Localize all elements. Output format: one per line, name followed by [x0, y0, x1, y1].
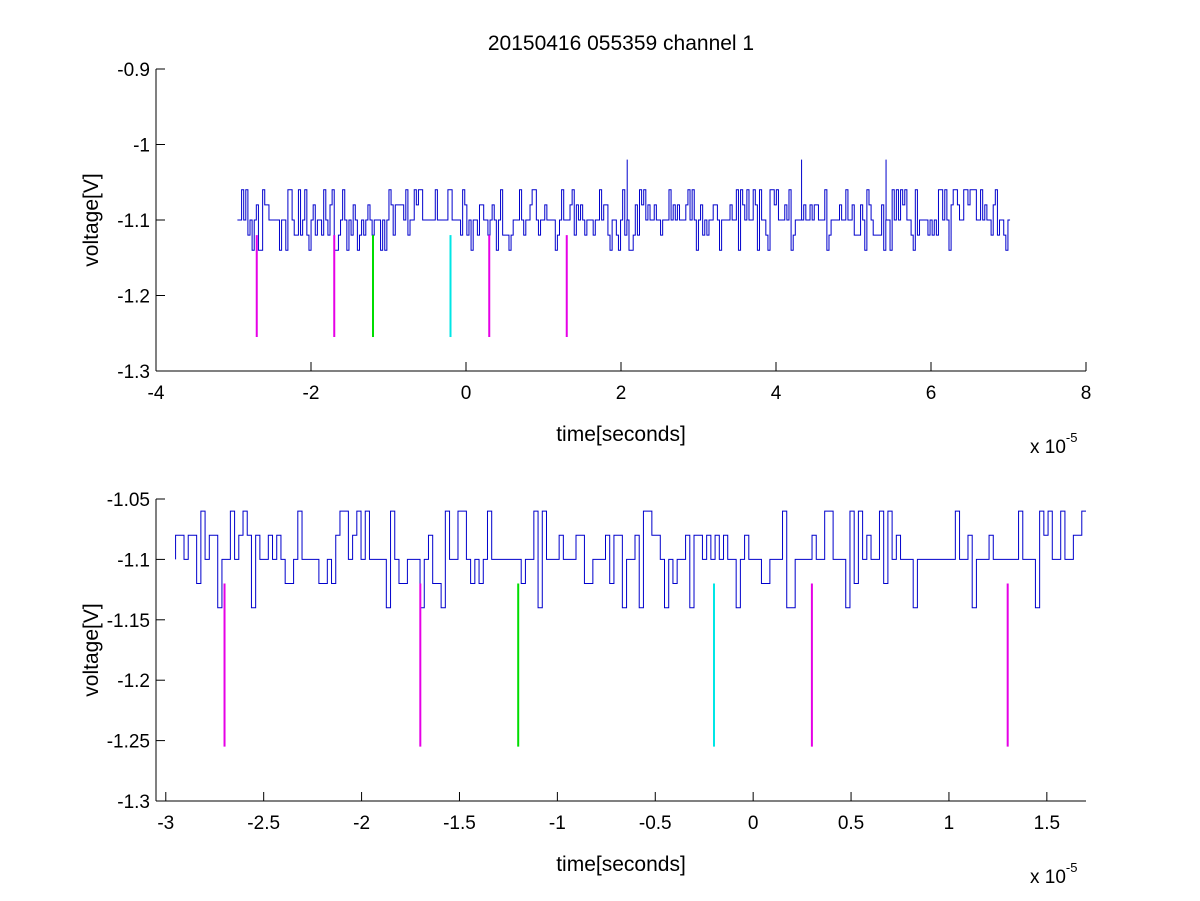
y-tick-label: -1.1 [117, 550, 150, 571]
chart-top: -4 -2 0 2 4 6 8 -1.3 -1.2 -1.1 -1 -0.9 20150416 0553… [80, 32, 1091, 458]
series-line [237, 189, 1011, 251]
x-multiplier-exponent: -5 [1066, 430, 1078, 445]
y-tick-label: -1.15 [107, 611, 150, 632]
x-tick-label: 6 [926, 383, 937, 404]
x-tick-label: 0 [461, 383, 472, 404]
x-tick-label: 1.5 [1034, 813, 1060, 834]
chart-bottom: -3 -2.5 -2 -1.5 -1 -0.5 0 0.5 1 1.5 -1.3 -1.25 -1.2 -… [80, 490, 1086, 888]
y-tick-label: -1.25 [107, 732, 150, 753]
y-tick-label: -1.3 [117, 792, 150, 813]
x-tick-label: 1 [944, 813, 955, 834]
x-multiplier-base: x 10 [1030, 437, 1066, 458]
x-tick-label: -2 [353, 813, 370, 834]
x-tick-label: -4 [148, 383, 165, 404]
x-multiplier-base: x 10 [1030, 867, 1066, 888]
x-tick-label: 2 [616, 383, 627, 404]
x-tick-label: -3 [157, 813, 174, 834]
x-tick-label: 8 [1081, 383, 1092, 404]
y-tick-label: -1.3 [117, 362, 150, 383]
y-tick-label: -1.2 [117, 671, 150, 692]
y-tick-label: -0.9 [117, 60, 150, 81]
x-multiplier: x 10-5 [1030, 860, 1077, 888]
y-tick-label: -1.1 [117, 211, 150, 232]
y-axis-label: voltage[V] [80, 603, 103, 696]
x-tick-label: -2.5 [247, 813, 280, 834]
x-tick-label: -1 [549, 813, 566, 834]
x-multiplier: x 10-5 [1030, 430, 1077, 458]
y-tick-label: -1 [133, 136, 150, 157]
x-axis-label: time[seconds] [556, 853, 686, 876]
x-tick-label: 4 [771, 383, 782, 404]
y-tick-label: -1.05 [107, 490, 150, 511]
x-axis-label: time[seconds] [556, 423, 686, 446]
y-axis-label: voltage[V] [80, 173, 103, 266]
chart-title: 20150416 055359 channel 1 [488, 32, 754, 55]
series-line [175, 510, 1086, 609]
y-tick-label: -1.2 [117, 287, 150, 308]
x-tick-label: 0 [748, 813, 759, 834]
x-tick-label: -2 [303, 383, 320, 404]
x-tick-label: 0.5 [838, 813, 864, 834]
x-multiplier-exponent: -5 [1066, 860, 1078, 875]
x-tick-label: -0.5 [639, 813, 672, 834]
x-tick-label: -1.5 [443, 813, 476, 834]
